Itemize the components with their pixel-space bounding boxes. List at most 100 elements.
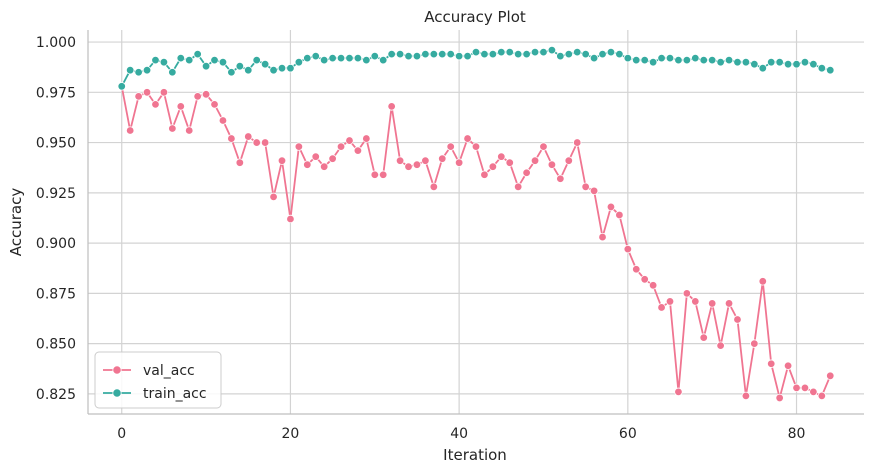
data-point-val_acc <box>404 162 413 171</box>
data-point-train_acc <box>168 68 177 77</box>
data-point-train_acc <box>201 61 211 71</box>
data-point-val_acc <box>691 297 700 306</box>
data-point-train_acc <box>210 55 219 65</box>
data-point-train_acc <box>480 49 489 59</box>
data-point-train_acc <box>269 66 278 75</box>
data-point-val_acc <box>505 158 514 167</box>
data-point-train_acc <box>665 53 675 63</box>
data-point-val_acc <box>429 182 439 192</box>
data-point-train_acc <box>556 51 565 61</box>
data-point-val_acc <box>767 359 776 368</box>
x-tick-label: 20 <box>282 426 300 442</box>
legend-label-train_acc: train_acc <box>143 386 207 402</box>
data-point-train_acc <box>598 49 607 59</box>
data-point-val_acc <box>463 134 472 143</box>
data-point-val_acc <box>547 160 557 169</box>
data-point-train_acc <box>227 68 236 77</box>
data-point-train_acc <box>817 63 827 73</box>
data-point-train_acc <box>623 53 633 63</box>
legend-entry-train_acc: train_acc <box>103 386 207 402</box>
data-point-train_acc <box>800 57 810 67</box>
data-point-train_acc <box>185 55 194 65</box>
data-point-val_acc <box>733 315 742 324</box>
data-point-train_acc <box>775 57 784 67</box>
data-point-train_acc <box>336 53 346 63</box>
x-tick-labels: 0 20 40 60 80 <box>117 426 805 442</box>
data-point-val_acc <box>176 102 185 111</box>
data-point-val_acc <box>530 156 540 165</box>
data-point-train_acc <box>724 55 734 65</box>
data-point-val_acc <box>438 154 447 163</box>
data-point-train_acc <box>379 55 388 65</box>
data-point-val_acc <box>632 265 641 274</box>
data-point-train_acc <box>311 51 320 61</box>
data-point-train_acc <box>573 47 582 57</box>
data-point-val_acc <box>260 138 270 147</box>
data-point-val_acc <box>615 210 624 220</box>
data-point-val_acc <box>657 303 666 312</box>
data-point-val_acc <box>606 202 616 212</box>
x-tick-label: 60 <box>619 426 637 442</box>
data-point-train_acc <box>615 49 624 59</box>
data-point-train_acc <box>328 53 337 63</box>
data-point-val_acc <box>421 156 430 165</box>
data-point-val_acc <box>201 90 211 99</box>
data-point-val_acc <box>353 146 363 155</box>
data-point-train_acc <box>294 57 304 67</box>
data-point-train_acc <box>345 53 354 63</box>
data-point-val_acc <box>539 142 548 151</box>
data-point-val_acc <box>142 88 152 97</box>
data-point-val_acc <box>682 289 692 298</box>
data-point-val_acc <box>758 277 767 286</box>
data-point-train_acc <box>404 51 413 61</box>
data-point-val_acc <box>345 136 354 145</box>
legend-label-val_acc: val_acc <box>143 363 195 379</box>
data-point-val_acc <box>185 126 194 135</box>
data-point-val_acc <box>362 134 371 143</box>
data-point-train_acc <box>539 47 548 57</box>
legend-marker-train_acc <box>112 388 122 398</box>
series-layer <box>117 45 835 403</box>
data-point-val_acc <box>598 232 607 242</box>
data-point-train_acc <box>260 59 270 69</box>
data-point-train_acc <box>657 53 666 63</box>
data-point-train_acc <box>826 66 835 75</box>
data-point-train_acc <box>134 68 143 77</box>
data-point-val_acc <box>471 142 481 151</box>
data-point-train_acc <box>176 53 185 63</box>
data-point-train_acc <box>421 49 430 59</box>
data-point-val_acc <box>623 244 633 254</box>
data-point-train_acc <box>691 53 700 63</box>
data-point-val_acc <box>581 182 590 192</box>
data-point-train_acc <box>505 47 514 57</box>
data-point-train_acc <box>513 49 523 59</box>
data-point-val_acc <box>741 391 751 401</box>
data-point-val_acc <box>783 361 793 370</box>
data-point-val_acc <box>193 92 202 101</box>
data-point-train_acc <box>707 55 717 65</box>
data-point-val_acc <box>336 142 346 151</box>
data-point-train_acc <box>463 51 472 61</box>
data-point-val_acc <box>648 281 658 290</box>
data-point-val_acc <box>674 387 683 397</box>
data-point-val_acc <box>319 162 329 171</box>
data-point-train_acc <box>319 55 329 65</box>
y-tick-label: 1.000 <box>36 35 76 51</box>
data-point-train_acc <box>159 57 169 67</box>
data-point-train_acc <box>235 61 245 71</box>
data-point-val_acc <box>252 138 261 147</box>
y-tick-label: 0.975 <box>36 85 76 101</box>
y-tick-label: 0.900 <box>36 236 76 252</box>
data-point-train_acc <box>682 55 692 65</box>
data-point-train_acc <box>362 55 371 65</box>
data-point-train_acc <box>471 47 481 57</box>
data-point-val_acc <box>311 152 320 161</box>
data-point-train_acc <box>446 49 455 59</box>
data-point-train_acc <box>589 53 599 63</box>
data-point-train_acc <box>218 57 228 67</box>
series-train_acc <box>117 45 835 91</box>
data-point-train_acc <box>758 63 767 73</box>
data-point-val_acc <box>370 170 379 179</box>
data-point-val_acc <box>227 134 236 143</box>
data-point-val_acc <box>446 142 455 151</box>
